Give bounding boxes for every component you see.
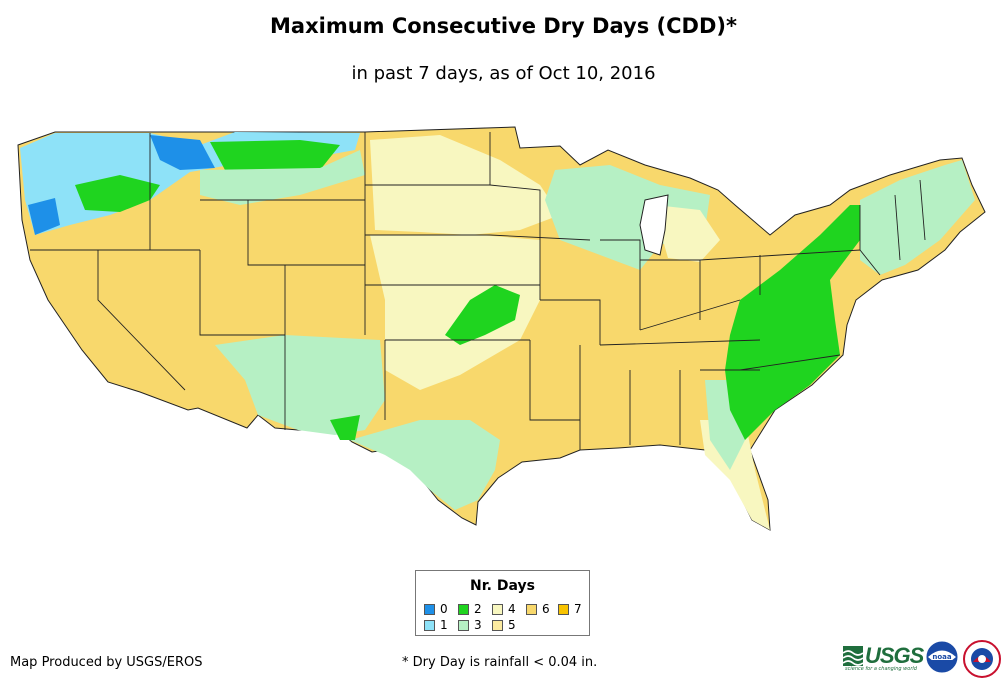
map-title: Maximum Consecutive Dry Days (CDD)*: [270, 14, 737, 38]
nw-0day-patch-2: [28, 198, 60, 235]
upper-midwest-3day: [545, 165, 710, 270]
legend-item-5: 5: [492, 618, 516, 632]
legend-item-7: 7: [558, 602, 582, 616]
nws-logo-icon: [963, 640, 1001, 678]
dry-day-footnote: * Dry Day is rainfall < 0.04 in.: [402, 655, 598, 670]
usgs-logo: USGS: [843, 643, 924, 669]
map-subtitle: in past 7 days, as of Oct 10, 2016: [351, 63, 656, 84]
noaa-text: noaa: [932, 653, 952, 661]
legend-swatch-0: [424, 603, 435, 615]
legend-label-6: 6: [542, 602, 550, 616]
michigan-4day: [655, 205, 720, 262]
legend-label-5: 5: [508, 618, 516, 632]
montana-2day: [210, 140, 340, 175]
usgs-wordmark: USGS: [865, 643, 924, 668]
legend-title: Nr. Days: [470, 578, 535, 594]
map-legend: Nr. Days 0 1 2 3 4 5 6 7: [415, 570, 590, 636]
legend-item-1: 1: [424, 618, 448, 632]
appalachian-2day: [725, 205, 870, 440]
legend-label-0: 0: [440, 602, 448, 616]
legend-swatch-4: [492, 603, 503, 615]
noaa-logo-icon: noaa: [925, 640, 959, 674]
north-rockies-2day: [75, 175, 160, 212]
legend-swatch-2: [458, 603, 469, 615]
legend-swatch-5: [492, 619, 503, 631]
legend-item-6: 6: [526, 602, 550, 616]
legend-item-2: 2: [458, 602, 482, 616]
map-credit: Map Produced by USGS/EROS: [10, 655, 203, 670]
northeast-3day: [860, 160, 975, 275]
legend-swatch-3: [458, 619, 469, 631]
legend-swatch-7: [558, 603, 569, 615]
legend-swatch-1: [424, 619, 435, 631]
usgs-tagline: science for a changing world: [845, 666, 917, 672]
legend-label-3: 3: [474, 618, 482, 632]
central-plains-4day: [370, 235, 540, 390]
texas-3day: [350, 420, 500, 510]
legend-item-4: 4: [492, 602, 516, 616]
southwest-3day: [215, 335, 385, 435]
legend-swatch-6: [526, 603, 537, 615]
legend-item-3: 3: [458, 618, 482, 632]
legend-label-1: 1: [440, 618, 448, 632]
legend-label-4: 4: [508, 602, 516, 616]
state-borders: [30, 132, 926, 450]
lake-michigan: [639, 194, 669, 256]
usgs-wave-icon: [843, 646, 863, 666]
legend-item-0: 0: [424, 602, 448, 616]
montana-3day: [200, 150, 365, 205]
nw-0day-patch-1: [150, 135, 215, 170]
legend-label-2: 2: [474, 602, 482, 616]
new-mexico-2day: [330, 415, 360, 440]
legend-label-7: 7: [574, 602, 582, 616]
kansas-2day: [445, 285, 520, 345]
